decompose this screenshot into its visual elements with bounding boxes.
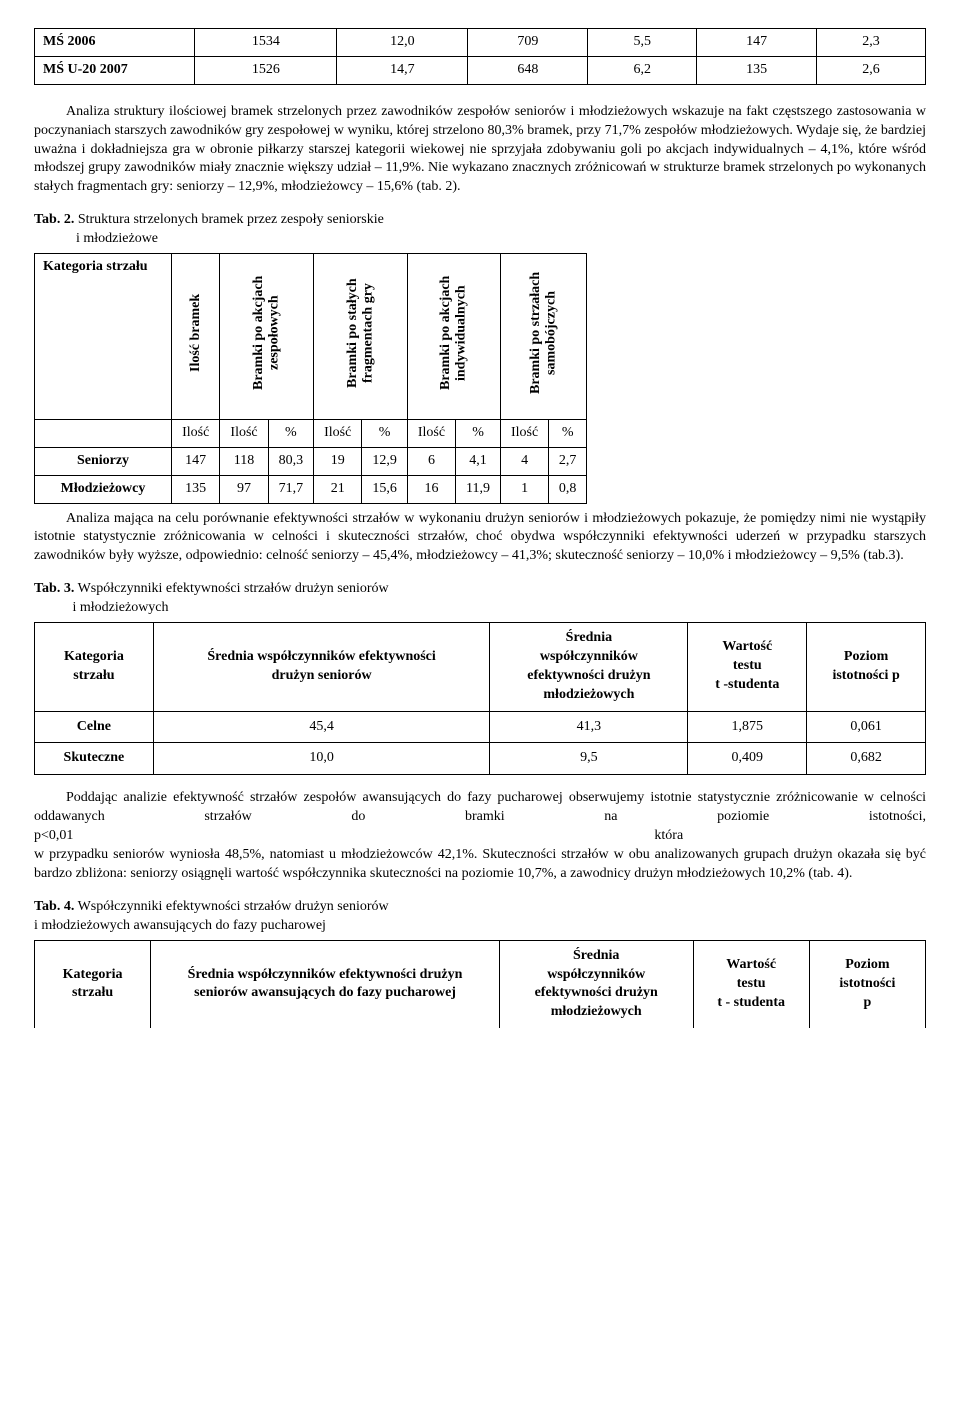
paragraph: Analiza mająca na celu porównanie efekty… xyxy=(34,510,926,567)
cell: 16 xyxy=(407,475,455,503)
table-subheader-row: Ilość Ilość % Ilość % Ilość % Ilość % xyxy=(35,419,587,447)
table3-caption: Tab. 3. Współczynniki efektywności strza… xyxy=(34,580,926,618)
cell: 0,061 xyxy=(807,711,926,743)
cell: 147 xyxy=(172,447,220,475)
cell: 2,3 xyxy=(817,29,926,57)
table4-caption: Tab. 4. Współczynniki efektywności strza… xyxy=(34,898,926,936)
header: Kategoria strzału xyxy=(35,940,151,1028)
cell: 0,682 xyxy=(807,743,926,775)
subhead: % xyxy=(268,419,313,447)
row-label: Skuteczne xyxy=(35,743,154,775)
cell: 4 xyxy=(500,447,548,475)
cell: 19 xyxy=(314,447,362,475)
cell: 709 xyxy=(468,29,588,57)
table-row: MŚ U-20 2007 1526 14,7 648 6,2 135 2,6 xyxy=(35,56,926,84)
cell: MŚ 2006 xyxy=(35,29,195,57)
cell: 4,1 xyxy=(456,447,501,475)
subhead: % xyxy=(456,419,501,447)
cell: 12,9 xyxy=(362,447,407,475)
caption-text: Współczynniki efektywności strzałów druż… xyxy=(34,899,389,933)
caption-text: Struktura strzelonych bramek przez zespo… xyxy=(34,212,384,246)
subhead: Ilość xyxy=(407,419,455,447)
table3: Kategoria strzału Średnia współczynników… xyxy=(34,622,926,775)
header: Wartość testu t - studenta xyxy=(693,940,809,1028)
caption-text: Współczynniki efektywności strzałów druż… xyxy=(34,581,389,615)
table-row: Skuteczne 10,0 9,5 0,409 0,682 xyxy=(35,743,926,775)
para3c: w przypadku seniorów wyniosła 48,5%, nat… xyxy=(34,847,926,881)
header-ilosc-bramek: Ilość bramek xyxy=(188,258,203,408)
header: Średnia współczynników efektywności druż… xyxy=(490,623,688,712)
cell: 118 xyxy=(220,447,268,475)
header-zespolowych: Bramki po akcjach zespołowych xyxy=(251,258,282,408)
table-row: MŚ 2006 1534 12,0 709 5,5 147 2,3 xyxy=(35,29,926,57)
cell: 11,9 xyxy=(456,475,501,503)
intro-table: MŚ 2006 1534 12,0 709 5,5 147 2,3 MŚ U-2… xyxy=(34,28,926,85)
cell: 9,5 xyxy=(490,743,688,775)
cell: 1,875 xyxy=(688,711,807,743)
table4: Kategoria strzału Średnia współczynników… xyxy=(34,940,926,1029)
cell: 648 xyxy=(468,56,588,84)
cell: 6 xyxy=(407,447,455,475)
cell: 2,6 xyxy=(817,56,926,84)
subhead: Ilość xyxy=(220,419,268,447)
cell: 21 xyxy=(314,475,362,503)
row-label: Celne xyxy=(35,711,154,743)
cell: 71,7 xyxy=(268,475,313,503)
cell: 10,0 xyxy=(153,743,490,775)
cell: 97 xyxy=(220,475,268,503)
subhead: % xyxy=(362,419,407,447)
cell: 1534 xyxy=(195,29,337,57)
header: Kategoria strzału xyxy=(35,623,154,712)
caption-label: Tab. 2. xyxy=(34,212,74,227)
table2-caption: Tab. 2. Struktura strzelonych bramek prz… xyxy=(34,211,926,249)
row-label: Seniorzy xyxy=(35,447,172,475)
header: Poziom istotności p xyxy=(807,623,926,712)
header: Wartość testu t -studenta xyxy=(688,623,807,712)
table-row: Celne 45,4 41,3 1,875 0,061 xyxy=(35,711,926,743)
cell: 41,3 xyxy=(490,711,688,743)
para3a: Poddając analizie efektywność strzałów z… xyxy=(34,790,926,843)
cell: 6,2 xyxy=(588,56,697,84)
cell: 0,8 xyxy=(549,475,587,503)
subhead: Ilość xyxy=(172,419,220,447)
table-row: Seniorzy 147 118 80,3 19 12,9 6 4,1 4 2,… xyxy=(35,447,587,475)
cell: 5,5 xyxy=(588,29,697,57)
paragraph: Poddając analizie efektywność strzałów z… xyxy=(34,789,926,883)
header-kategoria: Kategoria strzału xyxy=(35,254,172,420)
header: Średnia współczynników efektywności druż… xyxy=(153,623,490,712)
cell: 1 xyxy=(500,475,548,503)
row-label: Młodzieżowcy xyxy=(35,475,172,503)
table2: Kategoria strzału Ilość bramek Bramki po… xyxy=(34,253,587,504)
table-row: Młodzieżowcy 135 97 71,7 21 15,6 16 11,9… xyxy=(35,475,587,503)
cell: 0,409 xyxy=(688,743,807,775)
cell: 135 xyxy=(172,475,220,503)
table-header-row: Kategoria strzału Średnia współczynników… xyxy=(35,940,926,1028)
table-header-row: Kategoria strzału Średnia współczynników… xyxy=(35,623,926,712)
subhead: Ilość xyxy=(500,419,548,447)
cell: 135 xyxy=(697,56,817,84)
subhead: % xyxy=(549,419,587,447)
cell: 80,3 xyxy=(268,447,313,475)
header-stalych: Bramki po stałych fragmentach gry xyxy=(345,258,376,408)
table-header-row: Kategoria strzału Ilość bramek Bramki po… xyxy=(35,254,587,420)
cell: MŚ U-20 2007 xyxy=(35,56,195,84)
cell: 147 xyxy=(697,29,817,57)
header: Średnia współczynników efektywności druż… xyxy=(151,940,500,1028)
cell: 15,6 xyxy=(362,475,407,503)
caption-label: Tab. 3. xyxy=(34,581,74,596)
subhead: Ilość xyxy=(314,419,362,447)
caption-label: Tab. 4. xyxy=(34,899,74,914)
header: Średnia współczynników efektywności druż… xyxy=(499,940,693,1028)
header-indywidualnych: Bramki po akcjach indywidualnych xyxy=(438,258,469,408)
header-samobojczych: Bramki po strzałach samobójczych xyxy=(528,258,559,408)
cell: 14,7 xyxy=(337,56,468,84)
header: Poziom istotności p xyxy=(809,940,925,1028)
cell: 12,0 xyxy=(337,29,468,57)
para3b: która xyxy=(654,828,683,843)
cell: 45,4 xyxy=(153,711,490,743)
cell: 1526 xyxy=(195,56,337,84)
cell: 2,7 xyxy=(549,447,587,475)
paragraph: Analiza struktury ilościowej bramek strz… xyxy=(34,103,926,197)
